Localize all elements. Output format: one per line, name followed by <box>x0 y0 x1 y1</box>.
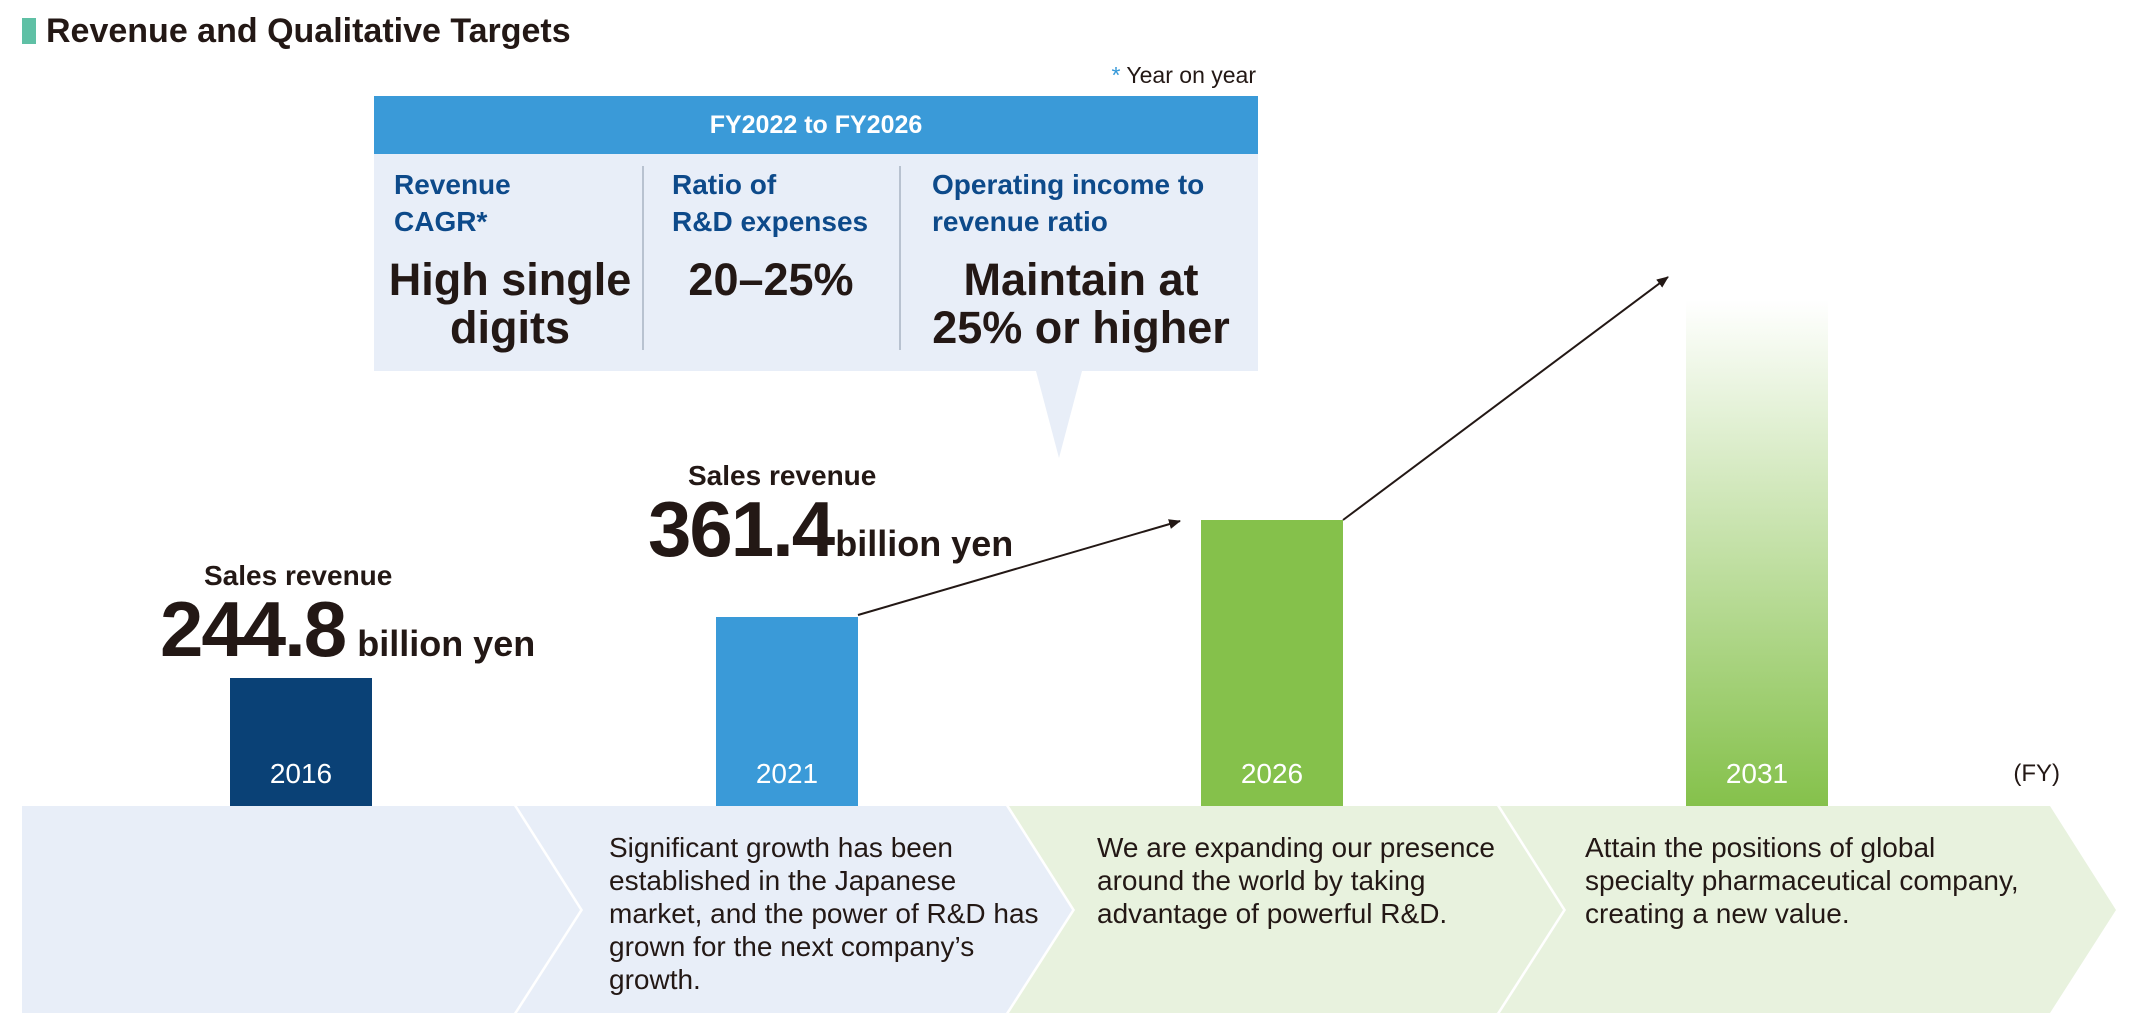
target-label: Revenue <box>394 169 511 200</box>
stage-chevron-3 <box>1009 806 1563 1013</box>
bar-2031: 2031 <box>1686 300 1828 806</box>
target-label: CAGR* <box>394 206 488 237</box>
target-operating-income-value: Maintain at 25% or higher <box>904 256 1258 352</box>
callout-tail <box>1036 371 1082 458</box>
title-marker <box>22 18 36 44</box>
annotation-label: Sales revenue <box>688 460 877 491</box>
target-label: Ratio of <box>672 169 777 200</box>
bar-2031-gradient <box>1686 300 1828 806</box>
annotation-label: Sales revenue <box>204 560 393 591</box>
annotation-unit: billion yen <box>357 623 536 664</box>
target-value: 25% or higher <box>932 302 1230 353</box>
target-revenue-cagr: Revenue CAGR* <box>394 166 634 240</box>
stage-description-3: We are expanding our presence around the… <box>1097 832 1495 929</box>
annotation-value: 244.8 <box>160 585 347 673</box>
stage-chevron-2 <box>517 806 1072 1013</box>
target-label: Operating income to <box>932 169 1205 200</box>
target-revenue-cagr-value: High single digits <box>376 256 644 352</box>
bar-2026: 2026 <box>1201 520 1343 806</box>
annotation-unit: billion yen <box>835 523 1014 564</box>
targets-period: FY2022 to FY2026 <box>374 96 1258 154</box>
page-title: Revenue and Qualitative Targets <box>46 12 571 50</box>
annotation-2021: Sales revenue 361.4billion yen <box>648 460 1068 575</box>
target-value: 20–25% <box>688 254 854 305</box>
bar-2021: 2021 <box>716 617 858 806</box>
growth-arrow-1 <box>857 519 1181 616</box>
target-value: Maintain at <box>963 254 1199 305</box>
target-operating-income: Operating income to revenue ratio <box>932 166 1252 240</box>
axis-unit-label: (FY) <box>2013 760 2060 787</box>
targets-divider <box>899 166 901 350</box>
footnote-star: * <box>1111 62 1121 88</box>
stage-chevron-1 <box>22 806 580 1013</box>
stage-description-4: Attain the positions of global specialty… <box>1585 832 2019 929</box>
bar-year-label: 2016 <box>269 758 333 789</box>
bar-year-label: 2026 <box>1240 758 1304 789</box>
target-value: digits <box>450 302 570 353</box>
annotation-value: 361.4 <box>648 485 835 573</box>
footnote: * Year on year <box>1111 62 1256 89</box>
annotation-2016: Sales revenue 244.8 billion yen <box>160 560 560 675</box>
target-rd-ratio: Ratio of R&D expenses <box>672 166 898 240</box>
bar-year-label: 2021 <box>755 757 819 789</box>
footnote-text: Year on year <box>1120 62 1256 88</box>
bar-2016: 2016 <box>230 678 372 806</box>
target-rd-ratio-value: 20–25% <box>644 256 898 304</box>
target-label: revenue ratio <box>932 206 1108 237</box>
growth-arrow-2 <box>1342 276 1669 521</box>
stage-chevron-4 <box>1500 806 2116 1013</box>
targets-divider <box>642 166 644 350</box>
bar-year-label: 2031 <box>1725 758 1789 789</box>
stage-description-2: Significant growth has been established … <box>609 832 1039 995</box>
target-value: High single <box>388 254 632 305</box>
target-label: R&D expenses <box>672 206 869 237</box>
